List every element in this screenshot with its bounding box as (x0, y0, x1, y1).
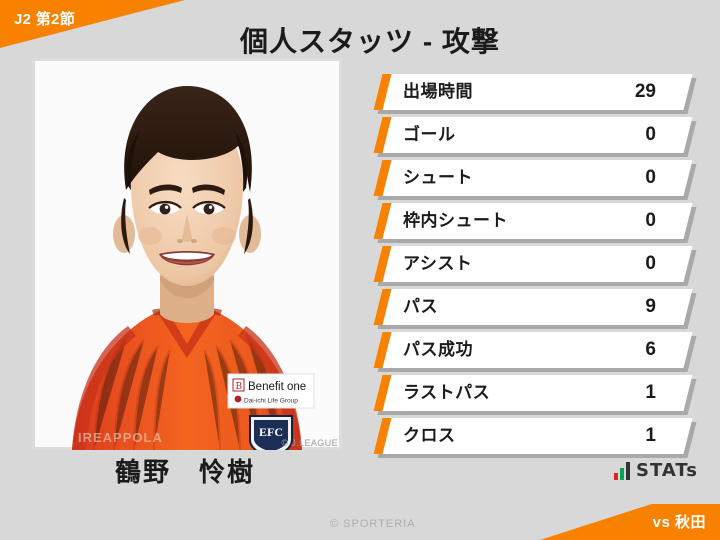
stat-label: 枠内シュート (403, 211, 508, 230)
stat-label: 出場時間 (403, 82, 473, 101)
stat-value: 9 (645, 296, 656, 317)
player-name: 鶴野 怜樹 (114, 457, 255, 487)
stat-label: ゴール (403, 125, 456, 144)
svg-text:IREAPPOLA: IREAPPOLA (78, 430, 163, 445)
stat-row-shots[interactable]: シュート 0 (373, 160, 697, 200)
bar-chart-icon-bar-red (614, 473, 619, 480)
photo-credit-label: © J.LEAGUE (281, 438, 338, 448)
stat-label: シュート (403, 168, 473, 187)
page-title: 個人スタッツ - 攻撃 (240, 26, 500, 57)
stat-label: クロス (403, 426, 456, 445)
site-credit-label: © SPORTERIA (330, 518, 416, 530)
bar-chart-icon-bar-green (620, 468, 625, 480)
stat-row-passes[interactable]: パス 9 (373, 289, 697, 329)
player-photo-image: B Benefit one Dai-ichi Life Group EFC IR… (32, 58, 342, 450)
player-photo: B Benefit one Dai-ichi Life Group EFC IR… (32, 58, 342, 450)
player-portrait-illustration: B Benefit one Dai-ichi Life Group EFC IR… (32, 58, 342, 450)
svg-text:Benefit one: Benefit one (248, 381, 306, 393)
stats-provider-name: STATs (636, 460, 698, 481)
opponent-label: vs 秋田 (652, 514, 706, 531)
stat-row-goals[interactable]: ゴール 0 (373, 117, 697, 157)
stat-row-shots-on-target[interactable]: 枠内シュート 0 (373, 203, 697, 243)
svg-text:B: B (236, 382, 243, 392)
stat-row-playing-time[interactable]: 出場時間 29 (373, 74, 697, 114)
svg-text:Dai-ichi Life Group: Dai-ichi Life Group (244, 398, 298, 405)
stat-row-passes-completed[interactable]: パス成功 6 (373, 332, 697, 372)
stat-label: パス (403, 297, 438, 316)
club-crest: EFC (249, 415, 293, 450)
bar-chart-icon-bar-dark (626, 462, 631, 480)
league-badge-label: J2 第2節 (14, 11, 75, 28)
stats-list: 出場時間 29 ゴール 0 シュート 0 枠内シュート 0 (373, 74, 697, 461)
stat-value: 6 (645, 339, 656, 360)
stat-label: アシスト (403, 254, 473, 273)
svg-text:EFC: EFC (259, 425, 283, 439)
jersey-sponsor-patch: B Benefit one Dai-ichi Life Group (227, 373, 315, 409)
stat-label: ラストパス (403, 383, 491, 402)
stat-row-key-passes[interactable]: ラストパス 1 (373, 375, 697, 415)
stat-value: 0 (645, 167, 656, 188)
stat-row-assists[interactable]: アシスト 0 (373, 246, 697, 286)
stat-value: 0 (645, 210, 656, 231)
stats-provider-logo: STATs (614, 462, 698, 480)
stat-value: 1 (645, 382, 656, 403)
stat-row-crosses[interactable]: クロス 1 (373, 418, 697, 458)
stat-value: 1 (645, 425, 656, 446)
stat-label: パス成功 (403, 340, 473, 359)
stat-value: 0 (645, 124, 656, 145)
stat-value: 0 (645, 253, 656, 274)
stat-value: 29 (634, 81, 656, 102)
bar-chart-icon (614, 462, 631, 480)
